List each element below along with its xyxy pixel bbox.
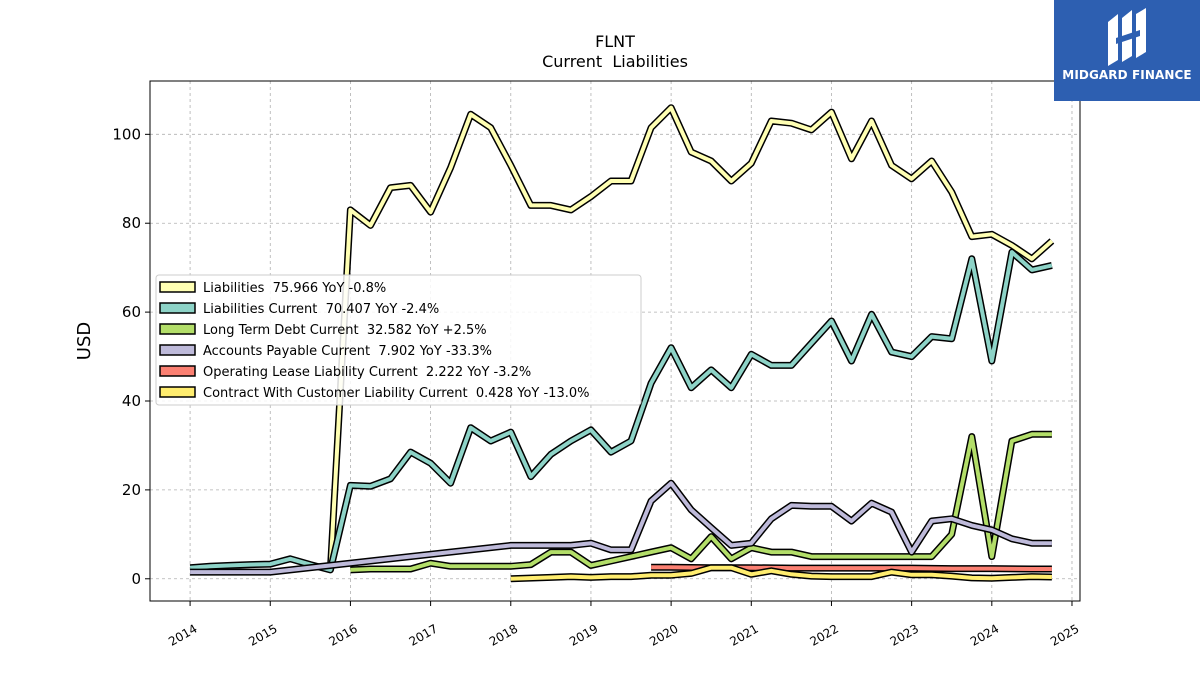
chart-title: FLNT bbox=[595, 32, 635, 51]
x-tick-label: 2023 bbox=[888, 621, 921, 648]
x-tick-label: 2019 bbox=[567, 621, 600, 648]
legend-swatch bbox=[159, 323, 196, 335]
midgard-logo: MIDGARD FINANCE bbox=[1054, 0, 1200, 101]
legend-label: Liabilities 75.966 YoY -0.8% bbox=[203, 281, 386, 296]
x-tick-label: 2014 bbox=[166, 621, 199, 648]
y-tick-label: 0 bbox=[131, 570, 141, 588]
plot-frame bbox=[149, 80, 1081, 602]
series-line bbox=[189, 250, 1053, 572]
legend-swatch bbox=[159, 344, 196, 356]
legend-swatch bbox=[159, 365, 196, 377]
x-tick-label: 2024 bbox=[968, 621, 1001, 648]
x-tick-label: 2018 bbox=[487, 621, 520, 648]
legend-label: Liabilities Current 70.407 YoY -2.4% bbox=[203, 302, 439, 317]
legend-label: Contract With Customer Liability Current… bbox=[203, 386, 589, 401]
y-axis-label: USD bbox=[74, 322, 95, 360]
x-tick-label: 2022 bbox=[808, 621, 841, 648]
legend-label: Operating Lease Liability Current 2.222 … bbox=[203, 365, 531, 380]
y-tick-label: 80 bbox=[122, 214, 141, 232]
midgard-logo-icon bbox=[1108, 8, 1146, 66]
series-lines bbox=[189, 104, 1055, 583]
series-line bbox=[190, 481, 1052, 575]
legend: Liabilities 75.966 YoY -0.8% Liabilities … bbox=[155, 274, 642, 406]
y-tick-label: 100 bbox=[112, 125, 141, 143]
x-tick-label: 2017 bbox=[407, 621, 440, 648]
logo-text: MIDGARD FINANCE bbox=[1062, 68, 1192, 82]
series-line bbox=[350, 432, 1052, 572]
legend-box bbox=[155, 274, 642, 406]
x-tick-label: 2025 bbox=[1048, 621, 1081, 648]
x-tick-label: 2016 bbox=[326, 621, 359, 648]
x-tick-label: 2020 bbox=[647, 621, 680, 648]
chart-subtitle: Current Liabilities bbox=[542, 52, 688, 71]
legend-swatch bbox=[159, 386, 196, 398]
x-tick-label: 2015 bbox=[246, 621, 279, 648]
y-tick-label: 40 bbox=[122, 392, 141, 410]
series-line bbox=[510, 565, 1052, 581]
y-axis-ticks: 0 20 40 60 80 100 bbox=[112, 125, 150, 588]
x-tick-label: 2021 bbox=[727, 621, 760, 648]
legend-label: Long Term Debt Current 32.582 YoY +2.5% bbox=[203, 323, 487, 338]
series-line bbox=[328, 105, 1054, 571]
y-tick-label: 60 bbox=[122, 303, 141, 321]
x-axis-ticks: 2014 2015 2016 2017 2018 2019 2020 2021 2022 2023… bbox=[166, 601, 1081, 649]
legend-swatch bbox=[159, 302, 196, 314]
legend-label: Accounts Payable Current 7.902 YoY -33.3… bbox=[203, 344, 492, 359]
y-tick-label: 20 bbox=[122, 481, 141, 499]
legend-swatch bbox=[159, 281, 196, 293]
